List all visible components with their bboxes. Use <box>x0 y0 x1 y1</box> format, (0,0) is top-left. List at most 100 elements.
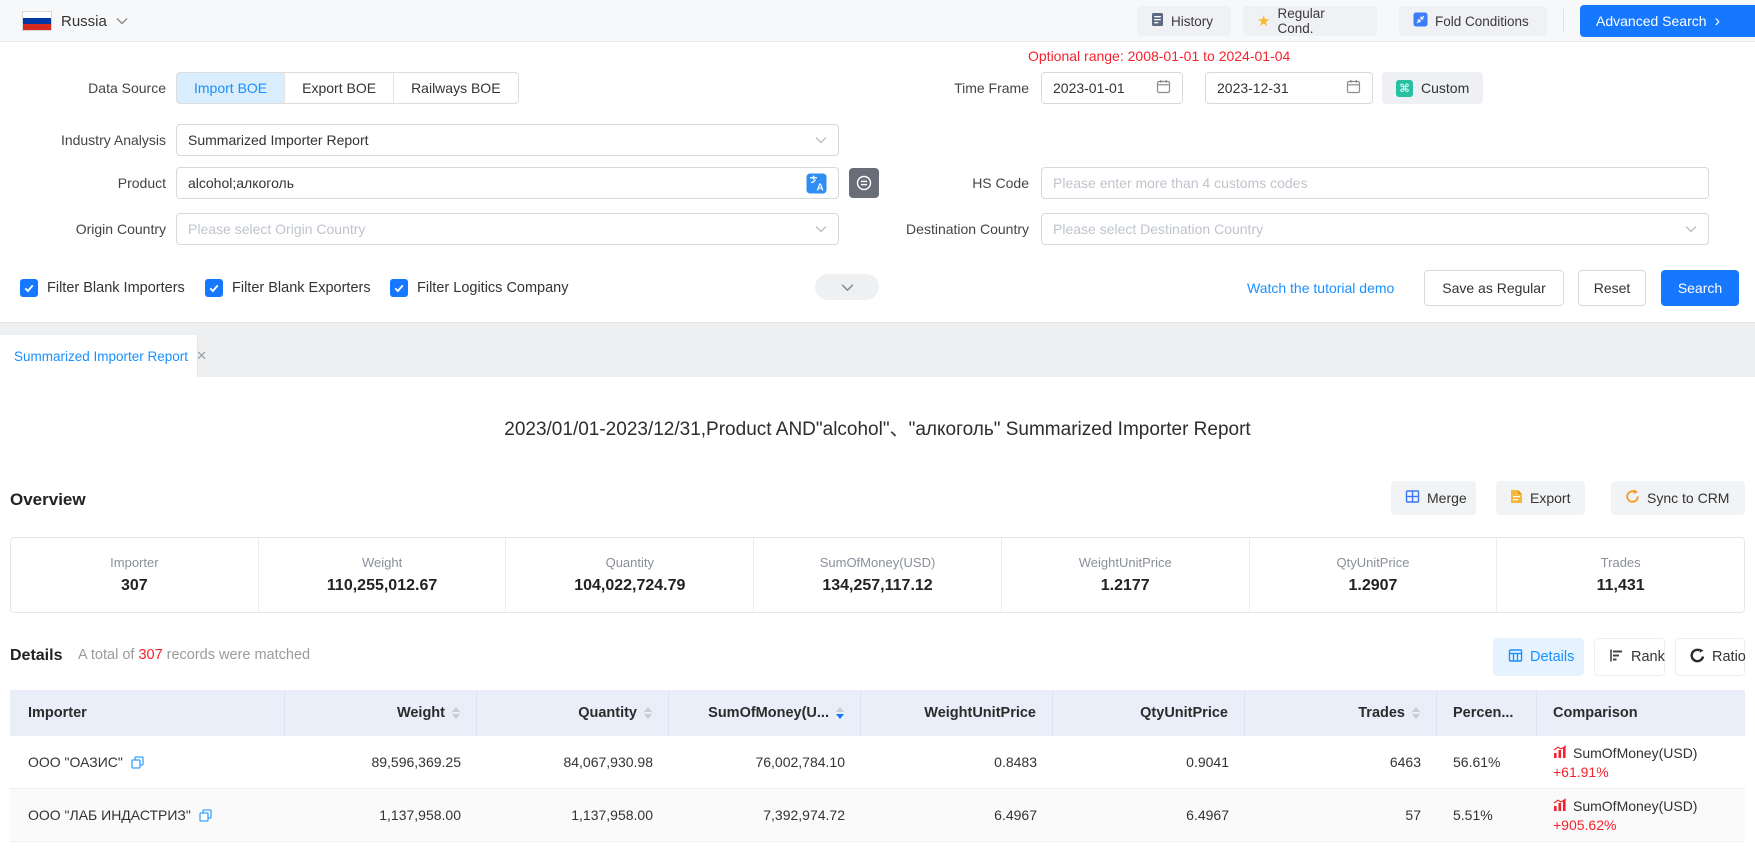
origin-country-label: Origin Country <box>26 213 166 245</box>
advanced-search-button[interactable]: Advanced Search › <box>1580 5 1755 37</box>
col-sum-of-money[interactable]: SumOfMoney(U... <box>669 690 861 736</box>
collapse-form-button[interactable] <box>815 274 879 300</box>
chevron-right-icon: › <box>1715 12 1721 29</box>
col-quantity[interactable]: Quantity <box>477 690 669 736</box>
col-qty-unit-price: QtyUnitPrice <box>1053 690 1245 736</box>
trades-cell: 57 <box>1245 789 1437 841</box>
stat-label: Importer <box>110 555 158 570</box>
export-label: Export <box>1530 490 1570 506</box>
close-icon[interactable]: ✕ <box>196 348 207 364</box>
details-table: Importer Weight Quantity SumOfMoney(U...… <box>10 690 1745 842</box>
country-selector[interactable]: Russia <box>22 0 128 42</box>
stat-label: SumOfMoney(USD) <box>820 555 936 570</box>
col-trades[interactable]: Trades <box>1245 690 1437 736</box>
custom-range-button[interactable]: ⌘ Custom <box>1382 72 1483 104</box>
sort-icons-active-desc[interactable] <box>836 707 844 719</box>
regular-cond-button[interactable]: ★ Regular Cond. <box>1243 6 1377 36</box>
comparison-cell: SumOfMoney(USD) +905.62% <box>1537 789 1745 841</box>
stat-label: QtyUnitPrice <box>1336 555 1409 570</box>
export-button[interactable]: Export <box>1496 481 1585 515</box>
filter-blank-exporters-checkbox[interactable]: Filter Blank Exporters <box>205 274 371 302</box>
checkbox-checked-icon <box>205 279 223 297</box>
star-icon: ★ <box>1257 14 1270 29</box>
sum-cell: 7,392,974.72 <box>669 789 861 841</box>
date-from-input[interactable]: 2023-01-01 <box>1041 72 1183 104</box>
history-button[interactable]: History <box>1137 6 1231 36</box>
checkbox-label: Filter Logitics Company <box>417 280 569 296</box>
sync-to-crm-button[interactable]: Sync to CRM <box>1611 481 1745 515</box>
tutorial-link[interactable]: Watch the tutorial demo <box>1247 270 1394 306</box>
view-details-button[interactable]: Details <box>1493 638 1584 676</box>
chevron-down-icon <box>815 225 827 233</box>
sort-icons[interactable] <box>452 707 460 719</box>
view-ratio-button[interactable]: Ratio <box>1675 638 1745 676</box>
date-to-input[interactable]: 2023-12-31 <box>1205 72 1373 104</box>
export-icon <box>1510 489 1523 507</box>
stat-value: 1.2177 <box>1101 577 1150 595</box>
stat-quantity: Quantity 104,022,724.79 <box>506 538 754 612</box>
comparison-cell: SumOfMoney(USD) +61.91% <box>1537 736 1745 788</box>
fold-conditions-button[interactable]: Fold Conditions <box>1399 6 1547 36</box>
overview-heading: Overview <box>10 490 86 510</box>
copy-icon[interactable] <box>131 756 144 769</box>
details-total-suffix: records were matched <box>167 647 310 663</box>
hs-code-input-box <box>1041 167 1709 199</box>
details-heading: Details <box>10 647 62 665</box>
view-ratio-label: Ratio <box>1712 649 1746 665</box>
calendar-icon[interactable] <box>1346 79 1361 97</box>
stat-value: 110,255,012.67 <box>327 577 437 595</box>
tab-title: Summarized Importer Report <box>14 349 188 364</box>
copy-icon[interactable] <box>199 809 212 822</box>
industry-analysis-label: Industry Analysis <box>26 124 166 156</box>
chevron-down-icon <box>116 12 128 30</box>
product-input[interactable] <box>188 168 806 198</box>
col-importer: Importer <box>10 690 285 736</box>
reset-button[interactable]: Reset <box>1578 270 1646 306</box>
weight-cell: 1,137,958.00 <box>285 789 477 841</box>
view-rank-button[interactable]: Rank <box>1594 638 1665 676</box>
col-comparison: Comparison <box>1537 690 1745 736</box>
col-weight[interactable]: Weight <box>285 690 477 736</box>
tab-export-boe[interactable]: Export BOE <box>284 73 393 103</box>
destination-country-select[interactable]: Please select Destination Country <box>1041 213 1709 245</box>
details-total-prefix: A total of <box>78 647 134 663</box>
product-label: Product <box>26 167 166 199</box>
tab-railways-boe[interactable]: Railways BOE <box>393 73 517 103</box>
destination-country-placeholder: Please select Destination Country <box>1053 221 1263 237</box>
comparison-change: +61.91% <box>1553 764 1697 780</box>
origin-country-select[interactable]: Please select Origin Country <box>176 213 839 245</box>
history-label: History <box>1171 14 1213 29</box>
tab-summarized-importer-report[interactable]: Summarized Importer Report ✕ <box>0 335 198 377</box>
merge-label: Merge <box>1427 490 1467 506</box>
tab-import-boe[interactable]: Import BOE <box>177 73 284 103</box>
country-name: Russia <box>61 13 107 30</box>
hs-code-input[interactable] <box>1053 168 1697 198</box>
overview-stats-card: Importer 307 Weight 110,255,012.67 Quant… <box>10 537 1745 613</box>
synonym-match-button[interactable] <box>849 168 879 198</box>
stat-weight: Weight 110,255,012.67 <box>259 538 507 612</box>
filter-blank-importers-checkbox[interactable]: Filter Blank Importers <box>20 274 185 302</box>
date-to-value: 2023-12-31 <box>1217 80 1346 96</box>
search-button[interactable]: Search <box>1661 270 1739 306</box>
stat-value: 104,022,724.79 <box>574 577 685 595</box>
ratio-icon <box>1690 648 1705 667</box>
stat-qty-unit-price: QtyUnitPrice 1.2907 <box>1250 538 1498 612</box>
data-source-label: Data Source <box>26 72 166 104</box>
save-as-regular-button[interactable]: Save as Regular <box>1424 270 1564 306</box>
stat-importer: Importer 307 <box>11 538 259 612</box>
russia-flag-icon <box>22 11 52 31</box>
comparison-change: +905.62% <box>1553 817 1697 833</box>
translate-icon[interactable]: A <box>806 173 827 194</box>
comparison-metric: SumOfMoney(USD) <box>1573 798 1697 814</box>
stat-weight-unit-price: WeightUnitPrice 1.2177 <box>1002 538 1250 612</box>
calendar-icon[interactable] <box>1156 79 1171 97</box>
importer-cell: ООО "ЛАБ ИНДАСТРИЗ" <box>10 789 285 841</box>
industry-analysis-select[interactable]: Summarized Importer Report <box>176 124 839 156</box>
trend-chart-icon <box>1553 798 1567 815</box>
sort-icons[interactable] <box>644 707 652 719</box>
optional-range-hint: Optional range: 2008-01-01 to 2024-01-04 <box>1028 48 1290 64</box>
sort-icons[interactable] <box>1412 707 1420 719</box>
merge-button[interactable]: Merge <box>1391 481 1476 515</box>
weight-cell: 89,596,369.25 <box>285 736 477 788</box>
filter-logitics-company-checkbox[interactable]: Filter Logitics Company <box>390 274 569 302</box>
